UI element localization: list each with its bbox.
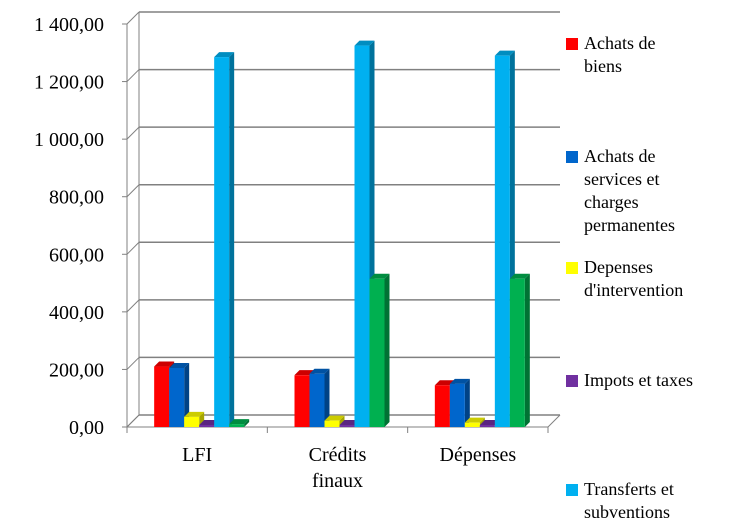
- legend-swatch: [566, 262, 578, 274]
- gridline-depth: [126, 69, 140, 82]
- legend-item-impots-et-taxes: Impots et taxes: [566, 369, 693, 392]
- gridline-depth: [126, 11, 140, 25]
- bar-top: [354, 40, 375, 46]
- bar-top: [369, 273, 390, 279]
- bar-top: [494, 50, 515, 56]
- x-tick-label: Dépenses: [440, 444, 517, 466]
- legend-item-transferts: Transferts et subventions: [566, 478, 674, 524]
- floor-right-edge: [547, 414, 561, 428]
- bar: [324, 420, 340, 427]
- bar-side: [324, 368, 330, 427]
- bar-top: [464, 417, 485, 423]
- y-tick-label: 1 200,00: [34, 72, 104, 94]
- legend-item-achats-de-biens: Achats de biens: [566, 32, 655, 78]
- bar: [369, 278, 385, 427]
- bar: [339, 425, 355, 427]
- y-tick-label: 0,00: [69, 417, 104, 439]
- legend-swatch: [566, 484, 578, 496]
- bar: [169, 367, 185, 427]
- legend-label: Depenses d'intervention: [584, 257, 684, 300]
- bar: [294, 375, 310, 427]
- bar-top: [229, 419, 250, 425]
- legend-label: Impots et taxes: [584, 370, 693, 390]
- bar: [479, 425, 495, 427]
- legend-swatch: [566, 151, 578, 163]
- bar: [434, 385, 450, 427]
- bar: [154, 366, 170, 427]
- gridline-depth: [126, 414, 140, 428]
- gridline-depth: [126, 126, 140, 140]
- bar-top: [509, 273, 530, 279]
- bar: [184, 416, 200, 427]
- legend-item-achats-de-services: Achats de services et charges permanente…: [566, 145, 675, 237]
- bar-side: [244, 419, 250, 427]
- bar-top: [169, 362, 190, 368]
- gridline-depth: [126, 184, 140, 198]
- bar-top: [309, 368, 330, 374]
- bar: [229, 424, 245, 427]
- x-tick-label: finaux: [312, 470, 363, 492]
- bar-side: [384, 273, 390, 427]
- chart-legend: Achats de biens Achats de services et ch…: [566, 0, 729, 525]
- y-tick-label: 200,00: [49, 359, 104, 381]
- bar-top: [214, 52, 235, 58]
- bar-top: [154, 361, 175, 367]
- y-tick-label: 800,00: [49, 187, 104, 209]
- bar: [464, 422, 480, 427]
- bar: [449, 383, 465, 427]
- bar: [494, 55, 510, 428]
- y-tick-label: 400,00: [49, 302, 104, 324]
- y-tick-label: 1 000,00: [34, 129, 104, 151]
- x-tick-label: Crédits: [309, 444, 367, 466]
- legend-item-depenses-intervention: Depenses d'intervention: [566, 256, 683, 302]
- bar: [199, 425, 215, 427]
- legend-label: Achats de biens: [584, 33, 656, 76]
- bar-top: [449, 378, 470, 384]
- legend-label: Transferts et subventions: [584, 479, 674, 522]
- y-tick-label: 600,00: [49, 244, 104, 266]
- bar: [214, 57, 230, 427]
- y-tick-label: 1 400,00: [34, 14, 104, 36]
- bar-top: [184, 411, 205, 417]
- bar-side: [229, 52, 235, 427]
- bar: [509, 278, 525, 427]
- gridline-depth: [126, 357, 140, 370]
- legend-swatch: [566, 375, 578, 387]
- bar: [309, 373, 325, 427]
- legend-swatch: [566, 38, 578, 50]
- bar-top: [324, 415, 345, 421]
- legend-label: Achats de services et charges permanente…: [584, 146, 675, 235]
- bar-side: [464, 378, 470, 427]
- bar: [354, 45, 370, 427]
- bar-side: [184, 362, 190, 427]
- x-tick-label: LFI: [182, 444, 212, 466]
- gridline-depth: [126, 299, 140, 313]
- gridline-depth: [126, 241, 140, 255]
- bar-side: [524, 273, 530, 427]
